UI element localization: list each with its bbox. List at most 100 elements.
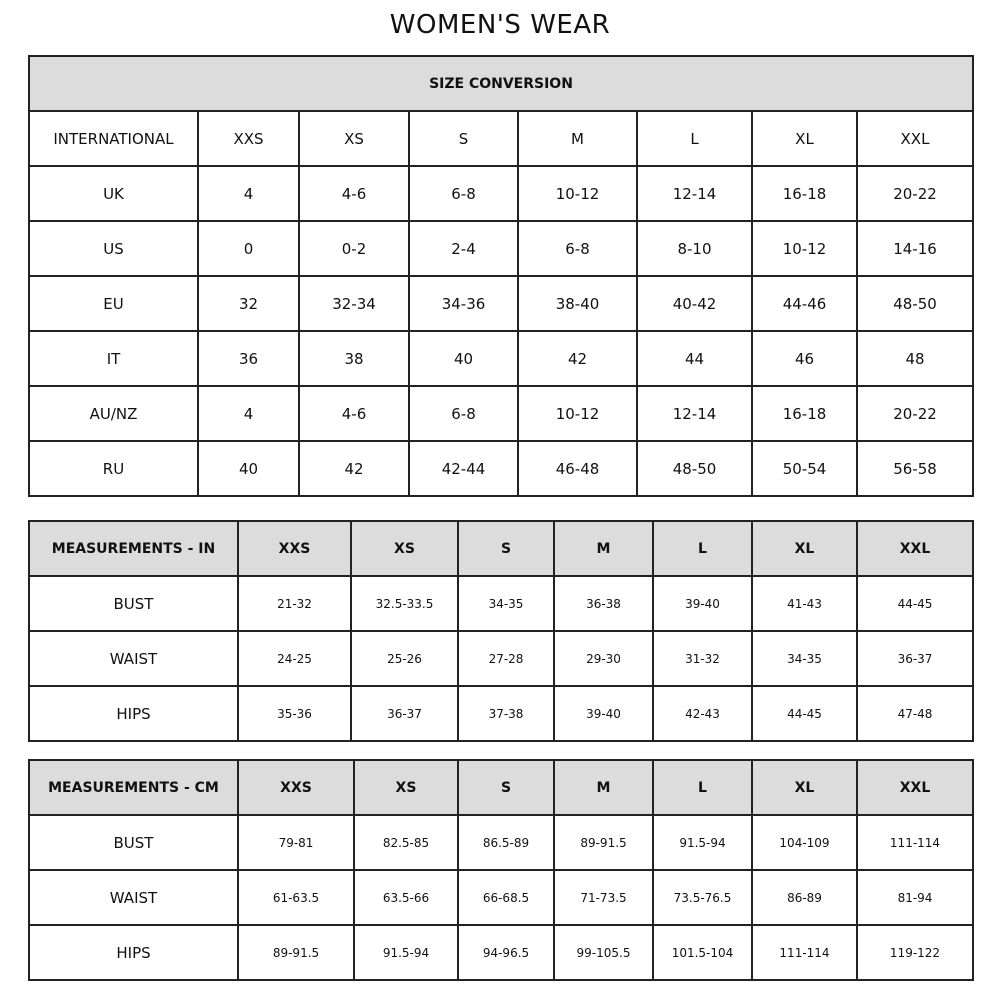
table-cell: 10-12 [517,385,638,442]
table-cell: 4-6 [298,165,410,222]
table-cell: XS [353,759,459,816]
table-cell: 56-58 [856,440,974,497]
table-row: EU 32 32-34 34-36 38-40 40-42 44-46 48-50 [28,275,974,332]
table-cell: 40 [197,440,300,497]
table-cell: 42 [298,440,410,497]
table-cell: 6-8 [408,165,519,222]
table-cell: 10-12 [517,165,638,222]
table-cell: 37-38 [457,685,555,742]
table-cell: XXL [856,759,974,816]
row-label: HIPS [28,685,239,742]
table-cell: S [457,759,555,816]
table-cell: 61-63.5 [237,869,355,926]
table-cell: 81-94 [856,869,974,926]
table-cell: 36-38 [553,575,654,632]
table-cell: 111-114 [751,924,858,981]
table-cell: 40 [408,330,519,387]
table-cell: 40-42 [636,275,753,332]
row-label: MEASUREMENTS - IN [28,520,239,577]
table-cell: 4 [197,165,300,222]
row-label: US [28,220,199,277]
table-cell: XL [751,520,858,577]
table-cell: 42 [517,330,638,387]
table-cell: 42-43 [652,685,753,742]
table-cell: XXS [237,759,355,816]
table-cell: M [553,520,654,577]
table-cell: 34-35 [751,630,858,687]
table-cell: S [457,520,555,577]
table-cell: 4-6 [298,385,410,442]
table-cell: L [652,520,753,577]
table-cell: 32-34 [298,275,410,332]
header-row: MEASUREMENTS - IN XXS XS S M L XL XXL [28,520,974,577]
table-cell: 71-73.5 [553,869,654,926]
table-cell: 111-114 [856,814,974,871]
table-cell: XXL [856,110,974,167]
table-cell: 27-28 [457,630,555,687]
table-cell: S [408,110,519,167]
table-cell: 36 [197,330,300,387]
size-conversion-banner: SIZE CONVERSION [28,55,974,112]
table-row: US 0 0-2 2-4 6-8 8-10 10-12 14-16 [28,220,974,277]
table-cell: 91.5-94 [652,814,753,871]
table-cell: 47-48 [856,685,974,742]
table-cell: 104-109 [751,814,858,871]
table-cell: 34-36 [408,275,519,332]
table-row: IT 36 38 40 42 44 46 48 [28,330,974,387]
table-cell: 91.5-94 [353,924,459,981]
row-label: WAIST [28,630,239,687]
row-label: IT [28,330,199,387]
page-title: WOMEN'S WEAR [389,10,611,40]
table-cell: XS [350,520,459,577]
table-cell: 44 [636,330,753,387]
table-cell: 99-105.5 [553,924,654,981]
table-cell: 42-44 [408,440,519,497]
table-cell: 38 [298,330,410,387]
row-label: AU/NZ [28,385,199,442]
table-cell: 44-45 [751,685,858,742]
table-cell: 82.5-85 [353,814,459,871]
table-cell: 6-8 [517,220,638,277]
table-cell: L [636,110,753,167]
table-cell: 94-96.5 [457,924,555,981]
table-row: BUST 79-81 82.5-85 86.5-89 89-91.5 91.5-94 104… [28,814,974,871]
table-cell: 89-91.5 [237,924,355,981]
table-cell: 24-25 [237,630,352,687]
table-cell: 39-40 [553,685,654,742]
table-cell: 41-43 [751,575,858,632]
table-cell: M [517,110,638,167]
table-cell: 31-32 [652,630,753,687]
table-row: HIPS 35-36 36-37 37-38 39-40 42-43 44-45 47-48 [28,685,974,742]
table-row: WAIST 24-25 25-26 27-28 29-30 31-32 34-35 36-37 [28,630,974,687]
measurements-in-table: MEASUREMENTS - IN XXS XS S M L XL XXL BUST 21-32 3… [28,520,974,742]
row-label: BUST [28,575,239,632]
table-row: HIPS 89-91.5 91.5-94 94-96.5 99-105.5 101.5-1… [28,924,974,981]
table-row: AU/NZ 4 4-6 6-8 10-12 12-14 16-18 20-22 [28,385,974,442]
table-cell: L [652,759,753,816]
row-label: EU [28,275,199,332]
table-row: UK 4 4-6 6-8 10-12 12-14 16-18 20-22 [28,165,974,222]
table-cell: 10-12 [751,220,858,277]
table-cell: 48-50 [856,275,974,332]
table-cell: XXS [237,520,352,577]
table-cell: 4 [197,385,300,442]
table-cell: 12-14 [636,165,753,222]
table-cell: 36-37 [856,630,974,687]
banner-row: SIZE CONVERSION [28,55,974,112]
table-row: BUST 21-32 32.5-33.5 34-35 36-38 39-40 41-43 44… [28,575,974,632]
table-cell: 25-26 [350,630,459,687]
table-cell: 79-81 [237,814,355,871]
table-cell: 0-2 [298,220,410,277]
table-cell: XXL [856,520,974,577]
row-label: WAIST [28,869,239,926]
table-cell: 21-32 [237,575,352,632]
header-row: INTERNATIONAL XXS XS S M L XL XXL [28,110,974,167]
table-cell: 66-68.5 [457,869,555,926]
table-cell: 44-46 [751,275,858,332]
table-cell: 6-8 [408,385,519,442]
table-cell: 34-35 [457,575,555,632]
measurements-cm-table: MEASUREMENTS - CM XXS XS S M L XL XXL BUST 79-81 8… [28,759,974,981]
table-cell: XL [751,110,858,167]
table-cell: 89-91.5 [553,814,654,871]
table-cell: 44-45 [856,575,974,632]
